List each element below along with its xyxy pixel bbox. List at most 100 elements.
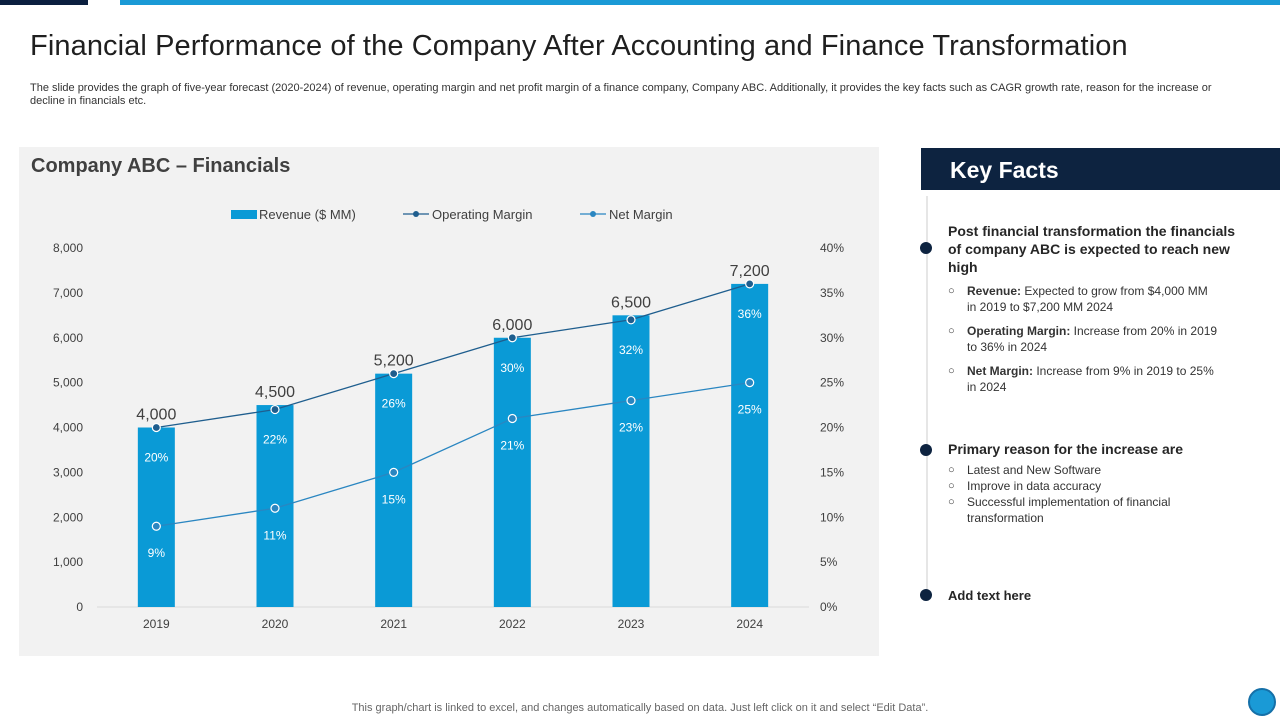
item-text: Expected to grow from $4,000 MM in 2019 …: [967, 284, 1208, 314]
item-text: Increase from 9% in 2019 to 25% in 2024: [967, 364, 1214, 394]
revenue-bar: [731, 283, 769, 607]
timeline-dot-2: [920, 444, 932, 456]
net-margin-point: [507, 413, 517, 424]
left-axis-tick-label: 7,000: [53, 286, 83, 300]
left-axis-tick-label: 5,000: [53, 376, 83, 390]
net-margin-data-label: 15%: [382, 492, 406, 506]
bullet-icon: ○: [948, 285, 955, 297]
left-axis-tick-label: 8,000: [53, 241, 83, 255]
bullet-icon: ○: [948, 496, 955, 508]
right-axis-tick-label: 25%: [820, 376, 844, 390]
chart-title: Company ABC – Financials: [31, 155, 291, 177]
revenue-data-label: 5,200: [374, 353, 414, 370]
timeline-dot-1: [920, 242, 932, 254]
list-item: ○ Net Margin: Increase from 9% in 2019 to…: [948, 363, 1218, 395]
financials-chart[interactable]: 0 1,000 2,000 3,000 4,000 5,000 6,000 7,000 8,00…: [19, 147, 879, 656]
top-accent-bar-dark: [0, 0, 88, 5]
page-title: Financial Performance of the Company Aft…: [30, 30, 1128, 62]
revenue-data-label: 4,000: [136, 407, 176, 424]
legend-operating-marker: [413, 211, 419, 217]
net-margin-point: [389, 467, 399, 477]
right-axis-tick-label: 20%: [820, 421, 844, 435]
net-margin-data-label: 9%: [148, 546, 166, 560]
left-axis-tick-label: 4,000: [53, 421, 83, 435]
operating-margin-point: [151, 422, 161, 433]
operating-margin-data-label: 26%: [382, 397, 406, 411]
item-text: Improve in data accuracy: [967, 479, 1102, 493]
legend-net-label: Net Margin: [609, 207, 673, 222]
left-axis-tick-label: 0: [76, 600, 83, 614]
operating-margin-data-label: 36%: [738, 307, 762, 321]
left-axis-tick-label: 2,000: [53, 510, 83, 524]
item-text: Increase from 20% in 2019 to 36% in 2024: [967, 324, 1218, 354]
net-margin-point: [270, 503, 280, 513]
chart-panel[interactable]: Company ABC – Financials 0 1,000 2,000 3,00…: [19, 147, 879, 656]
net-margin-point: [745, 378, 755, 388]
key-facts-section1-list: ○ Revenue: Expected to grow from $4,000 M…: [948, 283, 1218, 403]
key-facts-section3-heading[interactable]: Add text here: [948, 588, 1032, 603]
right-axis-tick-label: 5%: [820, 555, 838, 569]
right-axis-tick-label: 0%: [820, 600, 838, 614]
left-axis-tick-label: 3,000: [53, 465, 83, 479]
legend-revenue-label: Revenue ($ MM): [259, 207, 356, 222]
operating-margin-data-label: 30%: [500, 361, 524, 375]
footnote: This graph/chart is linked to excel, and…: [351, 702, 929, 714]
bullet-icon: ○: [948, 464, 955, 476]
x-axis-tick-label: 2020: [262, 617, 289, 631]
net-margin-point: [151, 521, 161, 531]
bullet-icon: ○: [948, 365, 955, 377]
right-axis-tick-label: 10%: [820, 510, 844, 524]
operating-margin-point: [626, 315, 636, 325]
operating-margin-point: [270, 404, 280, 415]
net-margin-data-label: 23%: [619, 421, 643, 435]
right-axis-tick-label: 35%: [820, 286, 844, 300]
key-facts-title: Key Facts: [950, 157, 1059, 183]
key-facts-section1-heading: Post financial transformation the financ…: [948, 223, 1236, 275]
net-margin-line: [156, 381, 750, 527]
x-axis-tick-label: 2021: [380, 617, 407, 631]
net-margin-data-label: 25%: [738, 403, 762, 417]
key-facts-timeline: [926, 196, 928, 596]
x-axis-tick-label: 2022: [499, 617, 526, 631]
revenue-bar: [137, 427, 175, 607]
net-margin-point: [626, 395, 636, 406]
list-item: ○ Successful implementation of financial …: [948, 494, 1178, 526]
revenue-bar: [612, 315, 650, 607]
list-item: ○ Revenue: Expected to grow from $4,000 M…: [948, 283, 1218, 315]
net-margin-data-label: 11%: [263, 528, 286, 542]
revenue-data-label: 6,500: [611, 294, 651, 311]
list-item: ○ Improve in data accuracy: [948, 478, 1178, 494]
operating-margin-data-label: 20%: [144, 451, 168, 465]
right-axis-tick-label: 40%: [820, 241, 844, 255]
item-text: Latest and New Software: [967, 463, 1102, 477]
revenue-bar: [375, 373, 413, 607]
timeline-dot-3: [920, 589, 932, 601]
key-facts-section2-heading: Primary reason for the increase are: [948, 441, 1184, 457]
left-axis-tick-label: 1,000: [53, 555, 83, 569]
legend-net-marker: [590, 211, 596, 217]
operating-margin-data-label: 32%: [619, 343, 643, 357]
top-accent-bar-blue: [120, 0, 1280, 5]
operating-margin-point: [745, 279, 755, 289]
x-axis-tick-label: 2023: [618, 617, 645, 631]
item-label: Revenue:: [967, 284, 1022, 298]
revenue-bar: [493, 337, 531, 607]
list-item: ○ Operating Margin: Increase from 20% in …: [948, 323, 1218, 355]
item-label: Net Margin:: [967, 364, 1033, 378]
right-axis-tick-label: 15%: [820, 465, 844, 479]
operating-margin-line: [156, 283, 750, 429]
operating-margin-point: [507, 333, 517, 343]
right-axis-tick-label: 30%: [820, 331, 844, 345]
net-margin-data-label: 21%: [500, 439, 524, 453]
legend-operating-label: Operating Margin: [432, 207, 532, 222]
key-facts-section2-list: ○ Latest and New Software ○ Improve in dat…: [948, 462, 1178, 526]
x-axis-tick-label: 2019: [143, 617, 170, 631]
item-label: Operating Margin:: [967, 324, 1071, 338]
item-text: Successful implementation of financial t…: [967, 495, 1171, 525]
operating-margin-point: [389, 369, 399, 379]
operating-margin-data-label: 22%: [263, 433, 287, 447]
key-facts-header: Key Facts: [921, 148, 1280, 190]
bullet-icon: ○: [948, 480, 955, 492]
page-description: The slide provides the graph of five-yea…: [30, 82, 1212, 107]
corner-circle-icon: [1248, 688, 1276, 716]
